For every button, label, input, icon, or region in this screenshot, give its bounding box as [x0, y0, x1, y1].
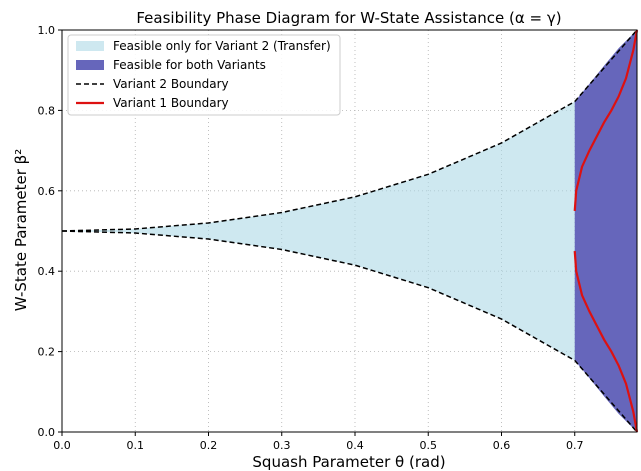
plot-frame	[61, 29, 638, 433]
x-tick-label: 0.3	[273, 439, 291, 452]
x-tick-label: 0.7	[566, 439, 584, 452]
axis-ticks: 0.0 0.1 0.2 0.3 0.4 0.5 0.6 0.7 0.0 0.2 0.4 0.6 0.8 1…	[38, 24, 584, 452]
fill-regions	[62, 30, 637, 432]
chart-title: Feasibility Phase Diagram for W-State As…	[136, 9, 561, 27]
variant1-boundary-lower	[573, 251, 639, 433]
x-tick-label: 0.6	[493, 439, 511, 452]
legend-label: Feasible only for Variant 2 (Transfer)	[113, 39, 331, 53]
legend-label: Feasible for both Variants	[113, 58, 266, 72]
plot-area: 0.0 0.1 0.2 0.3 0.4 0.5 0.6 0.7 0.0 0.2 0.4 0.6 0.8 1…	[38, 24, 639, 452]
y-axis-label: W-State Parameter β²	[12, 149, 30, 312]
variant2-boundary-lower	[61, 230, 638, 433]
legend-swatch	[76, 60, 104, 70]
variant1-boundary-upper	[573, 29, 639, 211]
y-tick-label: 0.4	[38, 265, 56, 278]
x-axis-label: Squash Parameter θ (rad)	[252, 453, 445, 471]
fill-both-variants	[574, 30, 637, 432]
fill-variant2-only	[62, 30, 637, 432]
y-tick-label: 0.2	[38, 346, 56, 359]
y-tick-label: 0.0	[38, 426, 56, 439]
x-tick-label: 0.0	[53, 439, 71, 452]
legend-label: Variant 2 Boundary	[113, 77, 229, 91]
y-tick-label: 0.6	[38, 185, 56, 198]
legend-box	[67, 34, 341, 116]
x-tick-label: 0.1	[126, 439, 144, 452]
legend-swatch	[76, 41, 104, 51]
legend-label: Variant 1 Boundary	[113, 96, 229, 110]
x-tick-label: 0.5	[419, 439, 437, 452]
y-tick-label: 0.8	[38, 104, 56, 117]
x-tick-label: 0.4	[346, 439, 364, 452]
y-tick-label: 1.0	[38, 24, 56, 37]
legend: Feasible only for Variant 2 (Transfer) Fe…	[67, 34, 341, 116]
x-tick-label: 0.2	[200, 439, 218, 452]
variant2-boundary-upper	[61, 29, 638, 232]
boundary-lines	[61, 29, 639, 433]
